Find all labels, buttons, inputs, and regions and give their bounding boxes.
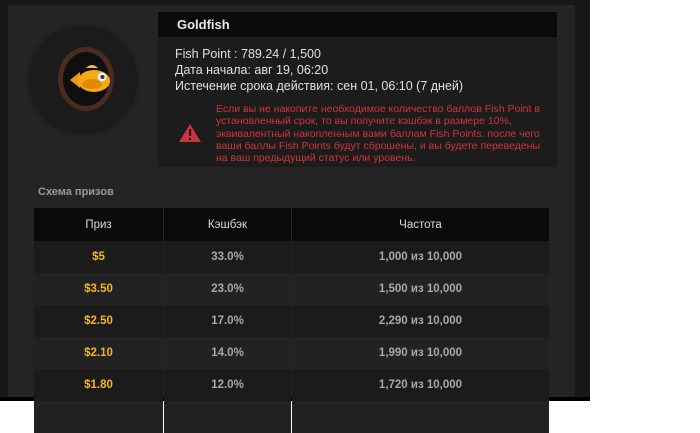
prize-scheme-title: Схема призов (38, 186, 114, 198)
prize-cell: $1.80 (34, 369, 163, 401)
frequency-cell: 1,500 из 10,000 (292, 273, 549, 305)
expiry-date: Истечение срока действия: сен 01, 06:10 … (175, 79, 464, 93)
prize-cell: $3.50 (34, 273, 163, 305)
goldfish-icon (70, 65, 110, 92)
table-row: $5 33.0% 1,000 из 10,000 (34, 241, 549, 273)
table-row: $2.10 14.0% 1,990 из 10,000 (34, 337, 549, 369)
prize-cell: $2.50 (34, 305, 163, 337)
header-cashback: Кэшбэк (164, 208, 291, 241)
table-row: $2.50 17.0% 2,290 из 10,000 (34, 305, 549, 337)
frequency-cell: 1,720 из 10,000 (292, 369, 549, 401)
cashback-cell: 12.0% (164, 369, 291, 401)
table-row: $3.50 23.0% 1,500 из 10,000 (34, 273, 549, 305)
table-row: $1.80 12.0% 1,720 из 10,000 (34, 369, 549, 401)
cashback-cell: 17.0% (164, 305, 291, 337)
goldfish-info-card: Goldfish Fish Point : 789.24 / 1,500 Дат… (158, 12, 557, 167)
frequency-cell: 1,990 из 10,000 (292, 337, 549, 369)
start-date: Дата начала: авг 19, 06:20 (175, 63, 329, 77)
goldfish-panel: Goldfish Fish Point : 789.24 / 1,500 Дат… (8, 5, 575, 433)
warning-text: Если вы не накопите необходимое количест… (216, 103, 541, 165)
cashback-cell: 14.0% (164, 337, 291, 369)
warning-triangle-icon (179, 124, 201, 142)
frequency-cell: 2,290 из 10,000 (292, 305, 549, 337)
goldfish-avatar (30, 27, 136, 133)
prize-table: Приз Кэшбэк Частота $5 33.0% 1,000 из 10,0… (33, 208, 550, 433)
card-title: Goldfish (158, 12, 557, 37)
prize-cell: $5 (34, 241, 163, 273)
header-frequency: Частота (292, 208, 549, 241)
fish-point-progress: Fish Point : 789.24 / 1,500 (175, 47, 321, 61)
cashback-cell: 33.0% (164, 241, 291, 273)
table-row-partial (34, 401, 549, 433)
header-prize: Приз (34, 208, 163, 241)
prize-cell: $2.10 (34, 337, 163, 369)
frequency-cell: 1,000 из 10,000 (292, 241, 549, 273)
cashback-cell: 23.0% (164, 273, 291, 305)
